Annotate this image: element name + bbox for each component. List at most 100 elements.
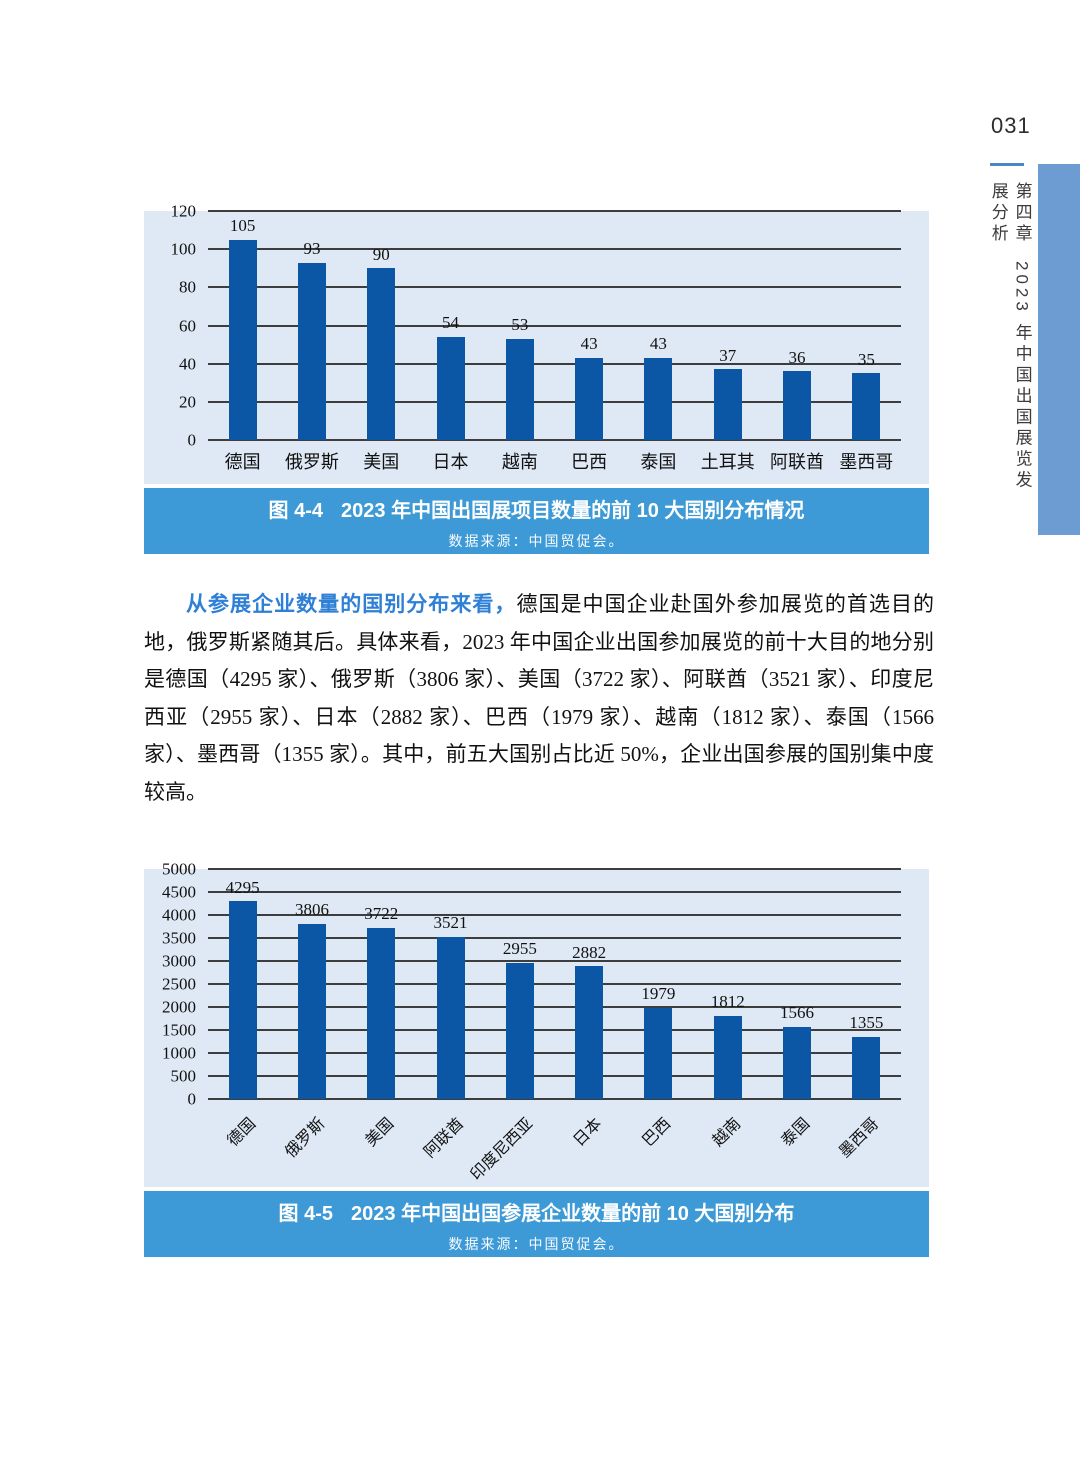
bar-slot: 1566 [762,869,831,1099]
x-label-slot: 巴西 [624,1099,693,1187]
x-axis-label: 巴西 [640,1115,675,1150]
bar-value-label: 90 [372,244,390,264]
bar-slot: 43 [554,211,623,440]
x-label-slot: 阿联酋 [762,440,831,484]
gridline [208,1029,901,1031]
bar-value-label: 1355 [849,1012,884,1032]
bar-slot: 3806 [277,869,346,1099]
bar-value-label: 37 [719,345,737,365]
figure-caption-title: 图 4-5 2023 年中国出国参展企业数量的前 10 大国别分布 [144,1202,929,1226]
bar-阿联酋 [436,937,465,1099]
bar-value-label: 1812 [710,991,745,1011]
x-axis-label: 巴西 [571,452,608,472]
figure-source: 数据来源：中国贸促会。 [448,1236,625,1252]
y-tick-label: 40 [179,354,196,374]
bar-俄罗斯 [297,262,326,440]
y-axis: 0 500 1000 1500 2000 2500 3000 3500 4000 4500 5000 [144,861,208,1108]
figure-label: 图 4-4 [268,500,324,522]
chart-projects-by-country: 0 20 40 60 80 100 120 105 93 90 54 53 43 43 37 36 35 德国… [144,203,929,484]
y-tick-label: 120 [170,201,197,221]
y-tick-label: 0 [187,430,197,450]
figure-4-4-caption: 图 4-4 2023 年中国出国展项目数量的前 10 大国别分布情况 数据来源：中… [144,488,929,554]
content-column: 0 20 40 60 80 100 120 105 93 90 54 53 43 43 37 36 35 德国… [144,178,934,1257]
gridline [208,983,901,985]
chapter-accent-bar [1038,164,1080,535]
x-axis-label: 越南 [501,452,538,472]
bar-value-label: 3806 [294,900,329,920]
bar-value-label: 43 [580,334,598,354]
chapter-title: 2023 年中国出国展览发展分析 [988,182,1032,492]
bar-巴西 [644,1007,673,1099]
x-label-slot: 越南 [693,1099,762,1187]
bar-美国 [367,268,396,440]
y-tick-label: 5000 [162,859,196,879]
figure-source: 数据来源：中国贸促会。 [448,533,625,549]
bar-value-label: 54 [442,313,460,333]
gridline [208,210,901,212]
bar-土耳其 [713,369,742,440]
figure-label: 图 4-5 [278,1203,334,1225]
y-tick-label: 0 [187,1089,197,1109]
bar-墨西哥 [852,373,881,440]
gridline [208,1052,901,1054]
bar-value-label: 2882 [572,942,607,962]
bar-slot: 2882 [554,869,623,1099]
y-tick-label: 80 [179,277,196,297]
figure-4-5-caption: 图 4-5 2023 年中国出国参展企业数量的前 10 大国别分布 数据来源：中国… [144,1191,929,1257]
bar-slot: 4295 [208,869,277,1099]
y-tick-label: 20 [179,392,196,412]
figure-4-5: 0 500 1000 1500 2000 2500 3000 3500 4000 4500 5000… [144,861,929,1257]
plot-area: 105 93 90 54 53 43 43 37 36 35 [208,210,901,441]
x-label-slot: 俄罗斯 [277,440,346,484]
bar-value-label: 4295 [225,877,260,897]
page-number: 031 [991,113,1031,138]
y-tick-label: 1500 [162,1020,196,1040]
gridline [208,400,901,403]
bar-value-label: 3521 [433,913,468,933]
bars: 4295 3806 3722 3521 2955 2882 1979 1812 1566 1355 [208,869,901,1099]
bar-日本 [436,336,465,440]
x-axis: 德国 俄罗斯 美国 日本 越南 巴西 泰国 土耳其 阿联酋 墨西哥 [208,440,901,484]
bar-slot: 1979 [624,869,693,1099]
gridline [208,937,901,939]
chapter-label: 第四章 [1012,182,1032,245]
bar-value-label: 35 [857,349,875,369]
bar-value-label: 53 [511,315,529,335]
x-axis-label: 墨西哥 [839,452,894,472]
x-axis-label: 德国 [224,1115,259,1150]
x-axis: 德国 俄罗斯 美国 阿联酋 印度尼西亚 日本 巴西 越南 泰国 墨西哥 [208,1099,901,1187]
x-axis-label: 阿联酋 [420,1115,467,1162]
bar-slot: 54 [416,211,485,440]
y-tick-label: 3500 [162,928,196,948]
bar-value-label: 105 [229,215,256,235]
x-axis-label: 阿联酋 [770,452,825,472]
y-tick-label: 1000 [162,1043,196,1063]
bar-越南 [505,338,534,440]
gridline [208,1006,901,1008]
gridline [208,891,901,893]
figure-title: 2023 年中国出国展项目数量的前 10 大国别分布情况 [341,500,805,522]
x-label-slot: 印度尼西亚 [468,1099,554,1187]
gridline [208,248,901,251]
bar-泰国 [783,1026,812,1099]
x-label-slot: 德国 [208,1099,277,1187]
x-label-slot: 德国 [208,440,277,484]
x-label-slot: 泰国 [624,440,693,484]
y-tick-label: 500 [170,1066,197,1086]
bar-德国 [228,901,257,1099]
x-axis-label: 墨西哥 [836,1115,883,1162]
bar-slot: 93 [277,211,346,440]
bar-value-label: 43 [649,334,667,354]
bar-slot: 3521 [416,869,485,1099]
y-tick-label: 2000 [162,997,196,1017]
bar-slot: 3722 [347,869,416,1099]
gridline [208,286,901,289]
bar-slot: 53 [485,211,554,440]
x-axis-label: 美国 [363,452,400,472]
x-label-slot: 越南 [485,440,554,484]
chapter-sidebar: 第四章2023 年中国出国展览发展分析 [986,182,1034,512]
bar-slot: 37 [693,211,762,440]
bar-slot: 36 [762,211,831,440]
y-tick-label: 100 [170,239,197,259]
